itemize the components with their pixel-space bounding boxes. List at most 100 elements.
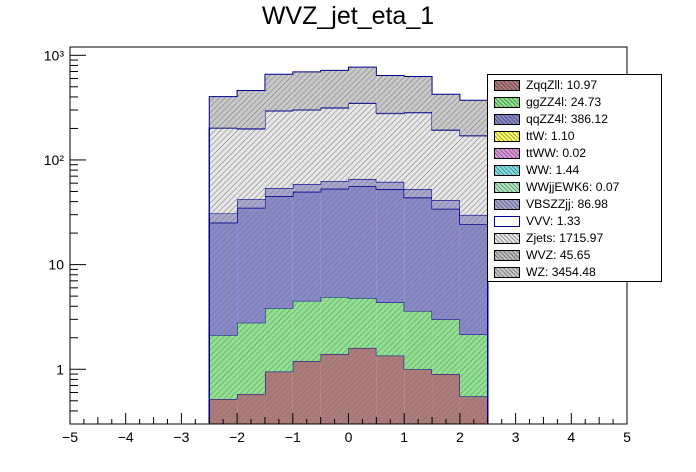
bar-WZ-bin-1 [237, 90, 265, 129]
bar-Zjets-bin-2 [264, 110, 293, 189]
x-tick-label: −1 [285, 429, 301, 445]
legend-swatch [494, 182, 520, 193]
bar-ZqqZll-bin-2 [264, 371, 293, 424]
bar-Zjets-bin-8 [432, 130, 460, 201]
x-tick-label: −4 [118, 429, 134, 445]
x-tick-label: 1 [400, 429, 408, 445]
legend-entry: VBSZZjj: 86.98 [488, 196, 661, 213]
bar-WZ-bin-8 [432, 94, 460, 130]
bar-Zjets-bin-4 [320, 108, 349, 182]
x-tick-label: 3 [512, 429, 520, 445]
legend-entry: qqZZ4l: 386.12 [488, 111, 661, 128]
bar-WZ-bin-4 [320, 70, 349, 108]
x-tick-label: −2 [229, 429, 245, 445]
bar-WZ-bin-6 [376, 75, 405, 113]
bar-ggZZ4l-bin-0 [209, 335, 238, 399]
y-tick-label: 10³ [44, 47, 65, 63]
legend-swatch [494, 165, 520, 176]
legend-swatch [494, 97, 520, 108]
x-tick-label: −3 [173, 429, 189, 445]
bar-VBSZZjj-bin-3 [292, 184, 321, 192]
chart-legend: ZqqZll: 10.97 ggZZ4l: 24.73 qqZZ4l: 386.12… [487, 74, 662, 282]
bar-ggZZ4l-bin-1 [237, 322, 265, 395]
y-tick-label: 10² [44, 152, 65, 168]
bar-VBSZZjj-bin-5 [348, 179, 377, 187]
bar-qqZZ4l-bin-2 [264, 196, 293, 308]
bar-Zjets-bin-7 [404, 112, 433, 190]
bar-VBSZZjj-bin-2 [264, 188, 293, 197]
bar-qqZZ4l-bin-8 [432, 208, 460, 320]
bar-qqZZ4l-bin-4 [320, 188, 349, 298]
bar-ZqqZll-bin-3 [292, 360, 321, 424]
legend-swatch [494, 216, 520, 227]
legend-entry: ZqqZll: 10.97 [488, 77, 661, 94]
legend-entry: ggZZ4l: 24.73 [488, 94, 661, 111]
bar-WZ-bin-3 [292, 71, 321, 110]
bar-qqZZ4l-bin-9 [459, 224, 488, 335]
bar-VBSZZjj-bin-7 [404, 189, 433, 198]
legend-swatch [494, 80, 520, 91]
legend-entry: WWjjEWK6: 0.07 [488, 179, 661, 196]
chart-title: WVZ_jet_eta_1 [261, 2, 435, 30]
x-tick-label: 0 [345, 429, 353, 445]
bar-qqZZ4l-bin-6 [376, 189, 405, 303]
legend-entry: WW: 1.44 [488, 162, 661, 179]
legend-label: VBSZZjj: 86.98 [526, 197, 608, 211]
y-tick-label: 10 [48, 257, 64, 273]
bar-ggZZ4l-bin-4 [320, 297, 349, 354]
bar-qqZZ4l-bin-5 [348, 186, 377, 298]
bar-Zjets-bin-3 [292, 110, 321, 184]
legend-swatch [494, 267, 520, 278]
legend-label: ttWW: 0.02 [526, 146, 587, 160]
legend-label: qqZZ4l: 386.12 [526, 112, 608, 126]
bar-ZqqZll-bin-8 [432, 374, 460, 424]
legend-entry: VVV: 1.33 [488, 213, 661, 230]
x-tick-label: 4 [567, 429, 575, 445]
bar-ZqqZll-bin-5 [348, 347, 377, 424]
y-tick-label: 1 [56, 361, 64, 377]
legend-swatch [494, 114, 520, 125]
series-outline-WZ [208, 66, 489, 424]
bar-Zjets-bin-5 [348, 103, 377, 179]
bar-VBSZZjj-bin-0 [209, 213, 238, 223]
bar-Zjets-bin-0 [209, 128, 238, 214]
legend-label: ZqqZll: 10.97 [526, 78, 598, 92]
bar-Zjets-bin-9 [459, 135, 488, 215]
legend-entry: ttW: 1.10 [488, 128, 661, 145]
legend-label: ttW: 1.10 [526, 129, 575, 143]
bar-qqZZ4l-bin-7 [404, 197, 433, 312]
bar-VBSZZjj-bin-8 [432, 200, 460, 209]
legend-entry: WZ: 3454.48 [488, 264, 661, 281]
bar-ggZZ4l-bin-3 [292, 300, 321, 361]
legend-entry: Zjets: 1715.97 [488, 230, 661, 247]
legend-label: VVV: 1.33 [526, 214, 581, 228]
bar-VBSZZjj-bin-1 [237, 199, 265, 208]
legend-label: ggZZ4l: 24.73 [526, 95, 602, 109]
legend-swatch [494, 250, 520, 261]
bar-VBSZZjj-bin-4 [320, 181, 349, 189]
legend-label: Zjets: 1715.97 [526, 231, 604, 245]
bar-qqZZ4l-bin-1 [237, 207, 265, 323]
bar-VBSZZjj-bin-9 [459, 215, 488, 225]
legend-label: WWjjEWK6: 0.07 [526, 180, 620, 194]
bar-ggZZ4l-bin-2 [264, 307, 293, 372]
bar-WZ-bin-5 [348, 67, 377, 103]
x-tick-label: −5 [62, 429, 78, 445]
bar-ggZZ4l-bin-9 [459, 334, 488, 397]
legend-swatch [494, 131, 520, 142]
bar-WZ-bin-2 [264, 74, 293, 111]
legend-label: WZ: 3454.48 [526, 265, 596, 279]
bar-ZqqZll-bin-4 [320, 353, 349, 424]
bar-ggZZ4l-bin-5 [348, 297, 377, 348]
bar-WZ-bin-7 [404, 76, 433, 113]
bar-ZqqZll-bin-7 [404, 369, 433, 424]
bar-ggZZ4l-bin-7 [404, 311, 433, 370]
x-tick-label: 2 [456, 429, 464, 445]
legend-entry: WVZ: 45.65 [488, 247, 661, 264]
bar-WZ-bin-9 [459, 100, 488, 136]
legend-swatch [494, 233, 520, 244]
bar-ggZZ4l-bin-6 [376, 302, 405, 356]
legend-swatch [494, 148, 520, 159]
x-tick-label: 5 [623, 429, 631, 445]
legend-entry: ttWW: 0.02 [488, 145, 661, 162]
